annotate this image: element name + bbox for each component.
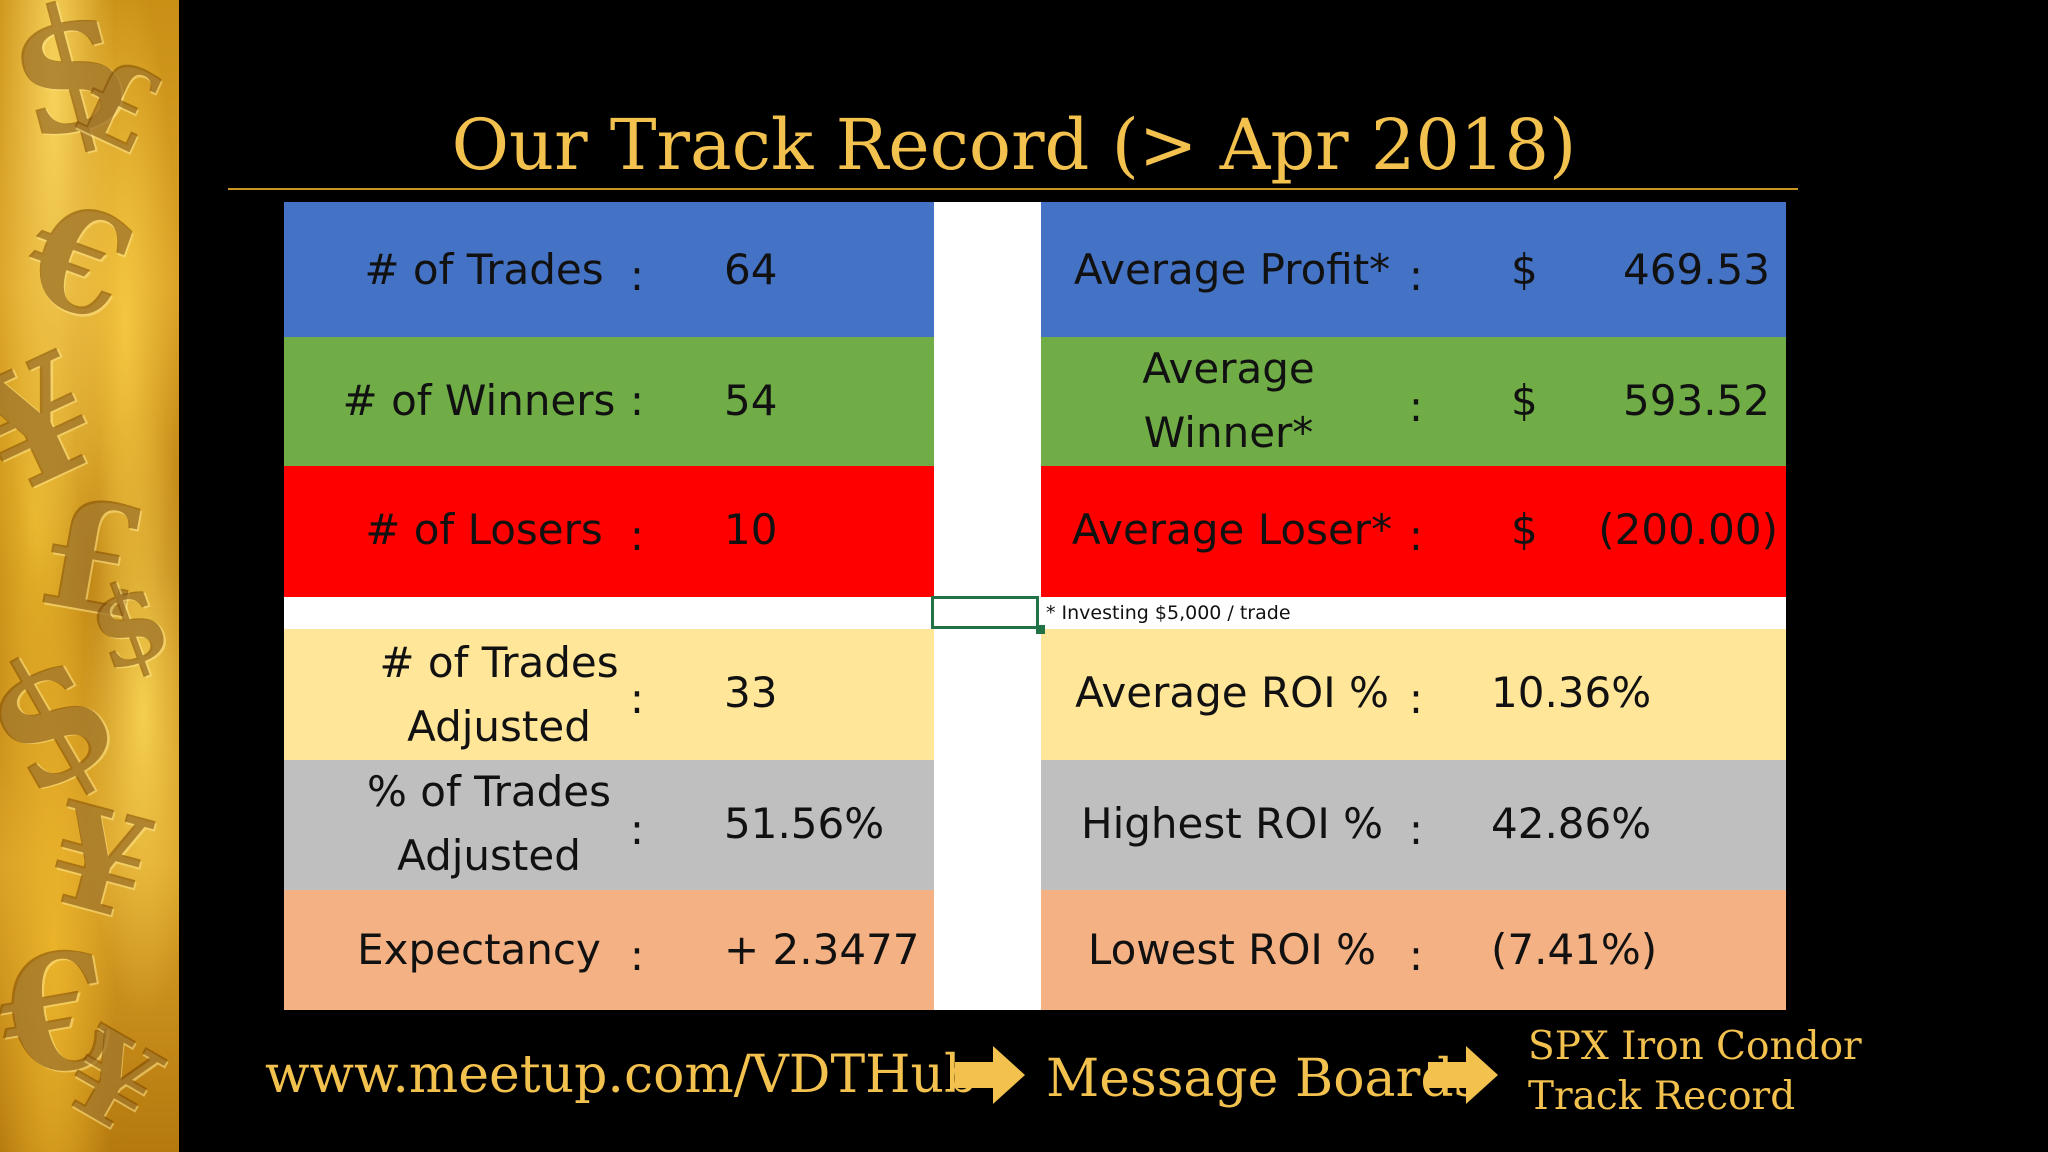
table-row: # of Trades : 64 Average Profit* : $ 469…: [284, 202, 1786, 337]
row-label: Highest ROI %: [1081, 799, 1383, 848]
row-value: 593.52: [1623, 376, 1770, 425]
row-colon: :: [1408, 251, 1424, 300]
table-cell-right: Average ROI % : 10.36%: [1041, 629, 1786, 760]
row-currency: $: [1511, 505, 1538, 554]
gold-currency-background: $ € ¥ £ $ ¥ € £ $ ¥: [0, 0, 179, 1152]
table-cell-right: Average Profit* : $ 469.53: [1041, 202, 1786, 337]
footer-track-record-line1[interactable]: SPX Iron Condor: [1528, 1024, 1862, 1069]
row-label: # of Winners: [342, 376, 616, 425]
row-value: + 2.3477: [724, 925, 920, 974]
page-title: Our Track Record (> Apr 2018): [451, 104, 1577, 186]
row-label: # of Trades Adjusted: [379, 638, 619, 751]
footnote: * Investing $5,000 / trade: [1046, 602, 1291, 624]
row-value: (7.41%): [1491, 925, 1658, 974]
row-label: % of Trades Adjusted: [367, 767, 611, 880]
row-value: (200.00): [1598, 505, 1778, 554]
row-value: 42.86%: [1491, 799, 1652, 848]
row-value: 10: [724, 505, 778, 554]
table-cell-right: Lowest ROI % : (7.41%): [1041, 890, 1786, 1010]
row-value: 10.36%: [1491, 668, 1652, 717]
table-row: # of Trades Adjusted : 33 Average ROI % …: [284, 629, 1786, 760]
table-cell-left: # of Trades Adjusted : 33: [284, 629, 934, 760]
row-currency: $: [1511, 245, 1538, 294]
table-cell-right: Highest ROI % : 42.86%: [1041, 760, 1786, 890]
table-cell-right: Average Winner* : $ 593.52: [1041, 337, 1786, 466]
footer-track-record-line2[interactable]: Track Record: [1528, 1074, 1796, 1119]
row-value: 54: [724, 376, 778, 425]
track-record-table: # of Trades : 64 Average Profit* : $ 469…: [284, 202, 1786, 1010]
row-label: Average Loser*: [1071, 505, 1393, 554]
row-colon: :: [1408, 931, 1424, 980]
selected-cell[interactable]: [931, 596, 1039, 629]
table-cell-right: Average Loser* : $ (200.00): [1041, 466, 1786, 597]
row-label: Average ROI %: [1075, 668, 1389, 717]
selection-fill-handle[interactable]: [1036, 625, 1045, 634]
arrow-right-icon: [955, 1046, 1025, 1104]
row-label: # of Losers: [365, 505, 603, 554]
footer-message-boards[interactable]: Message Boards: [1046, 1049, 1481, 1109]
row-colon: :: [629, 674, 645, 723]
row-label: Lowest ROI %: [1087, 925, 1377, 974]
row-label: Average Winner*: [1142, 344, 1315, 457]
table-cell-left: # of Losers : 10: [284, 466, 934, 597]
row-colon: :: [629, 931, 645, 980]
table-row: % of Trades Adjusted : 51.56% Highest RO…: [284, 760, 1786, 890]
row-colon: :: [629, 376, 645, 425]
row-colon: :: [629, 805, 645, 854]
row-colon: :: [629, 251, 645, 300]
table-cell-left: # of Winners : 54: [284, 337, 934, 466]
footer-url[interactable]: www.meetup.com/VDTHub: [265, 1045, 978, 1105]
row-colon: :: [1408, 511, 1424, 560]
table-cell-left: % of Trades Adjusted : 51.56%: [284, 760, 934, 890]
title-divider: [228, 188, 1798, 190]
row-label: # of Trades: [364, 245, 604, 294]
row-colon: :: [1408, 674, 1424, 723]
row-label: Average Profit*: [1073, 245, 1391, 294]
arrow-right-icon: [1428, 1046, 1498, 1104]
row-value: 469.53: [1623, 245, 1770, 294]
table-row: # of Losers : 10 Average Loser* : $ (200…: [284, 466, 1786, 597]
table-row: # of Winners : 54 Average Winner* : $ 59…: [284, 337, 1786, 466]
row-colon: :: [1408, 805, 1424, 854]
table-row: Expectancy : + 2.3477 Lowest ROI % : (7.…: [284, 890, 1786, 1010]
table-cell-left: Expectancy : + 2.3477: [284, 890, 934, 1010]
row-value: 51.56%: [724, 799, 885, 848]
row-colon: :: [1408, 382, 1424, 431]
table-cell-left: # of Trades : 64: [284, 202, 934, 337]
row-currency: $: [1511, 376, 1538, 425]
row-colon: :: [629, 511, 645, 560]
row-value: 64: [724, 245, 778, 294]
row-value: 33: [724, 668, 778, 717]
row-label: Expectancy: [357, 925, 601, 974]
